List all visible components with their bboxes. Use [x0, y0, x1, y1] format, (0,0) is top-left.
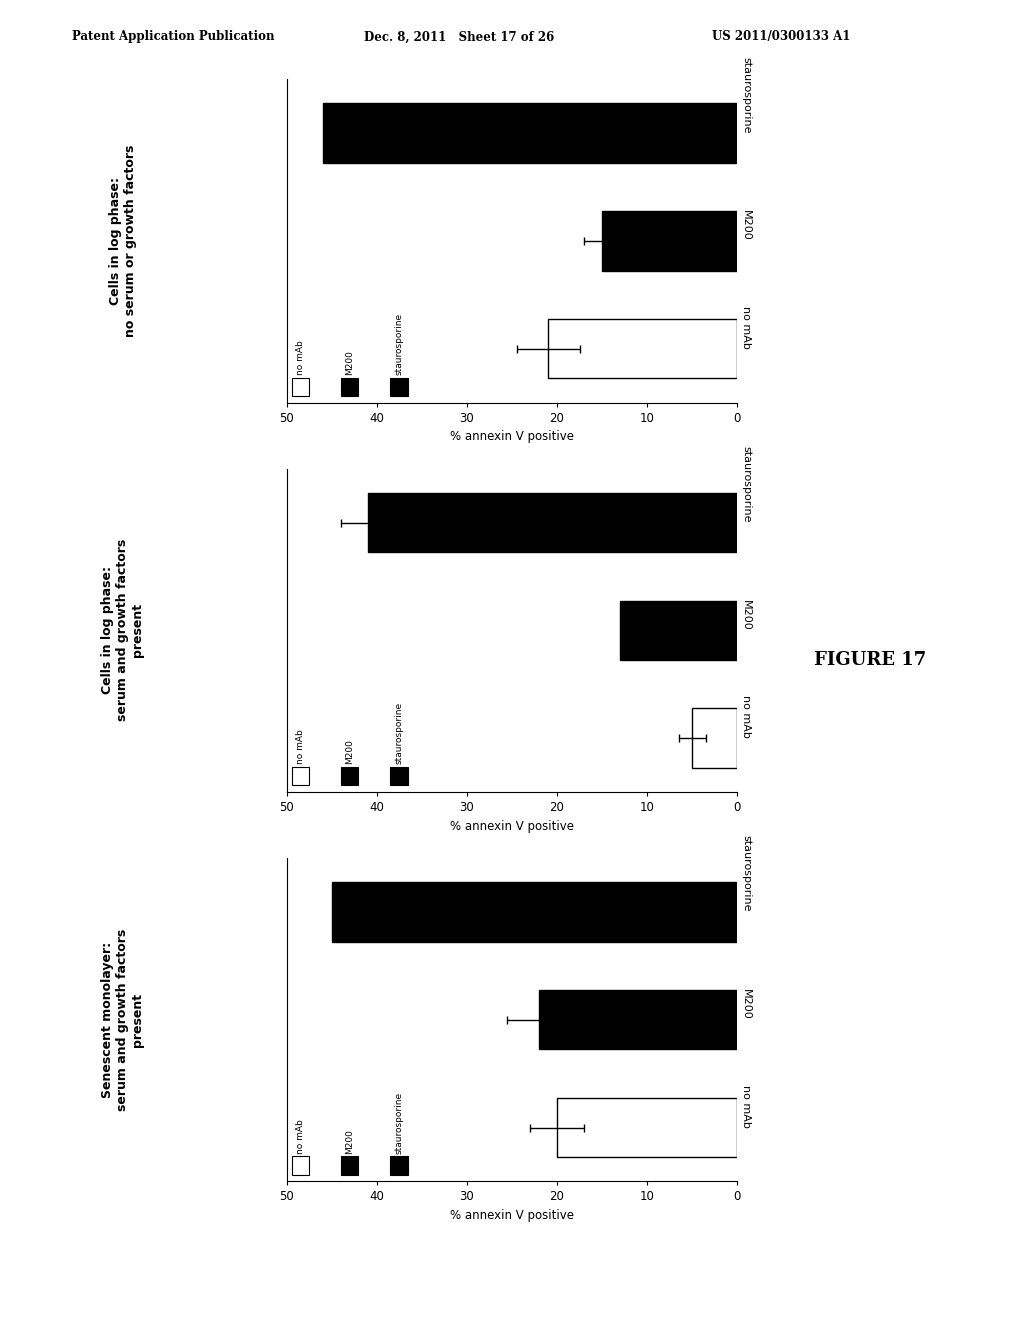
Text: FIGURE 17: FIGURE 17: [814, 651, 927, 669]
Text: M200: M200: [345, 350, 354, 375]
Text: staurosporine: staurosporine: [741, 836, 752, 912]
Text: staurosporine: staurosporine: [741, 57, 752, 133]
Bar: [557, 1098, 737, 1158]
Text: M200: M200: [345, 739, 354, 764]
Bar: [332, 882, 737, 941]
Text: no mAb: no mAb: [296, 341, 305, 375]
Text: no mAb: no mAb: [741, 1085, 752, 1127]
Bar: [602, 211, 737, 271]
Text: Patent Application Publication: Patent Application Publication: [72, 30, 274, 44]
Text: M200: M200: [741, 210, 752, 242]
Bar: [548, 319, 737, 379]
X-axis label: % annexin V positive: % annexin V positive: [450, 820, 574, 833]
Bar: [539, 990, 737, 1049]
Text: staurosporine: staurosporine: [394, 1092, 403, 1154]
Text: M200: M200: [345, 1129, 354, 1154]
Text: no mAb: no mAb: [741, 306, 752, 348]
Text: Cells in log phase:
serum and growth factors
present: Cells in log phase: serum and growth fac…: [101, 539, 144, 722]
Text: staurosporine: staurosporine: [394, 313, 403, 375]
Text: M200: M200: [741, 599, 752, 630]
Text: Dec. 8, 2011   Sheet 17 of 26: Dec. 8, 2011 Sheet 17 of 26: [364, 30, 554, 44]
Text: staurosporine: staurosporine: [394, 702, 403, 764]
Bar: [323, 103, 737, 162]
Text: Senescent monolayer:
serum and growth factors
present: Senescent monolayer: serum and growth fa…: [101, 928, 144, 1111]
Text: staurosporine: staurosporine: [741, 446, 752, 523]
Text: M200: M200: [741, 989, 752, 1020]
Bar: [692, 709, 737, 768]
Text: no mAb: no mAb: [296, 730, 305, 764]
Text: no mAb: no mAb: [296, 1119, 305, 1154]
X-axis label: % annexin V positive: % annexin V positive: [450, 430, 574, 444]
Text: US 2011/0300133 A1: US 2011/0300133 A1: [712, 30, 850, 44]
Text: no mAb: no mAb: [741, 696, 752, 738]
X-axis label: % annexin V positive: % annexin V positive: [450, 1209, 574, 1222]
Bar: [368, 492, 737, 552]
Bar: [621, 601, 737, 660]
Text: Cells in log phase:
no serum or growth factors: Cells in log phase: no serum or growth f…: [109, 145, 137, 337]
